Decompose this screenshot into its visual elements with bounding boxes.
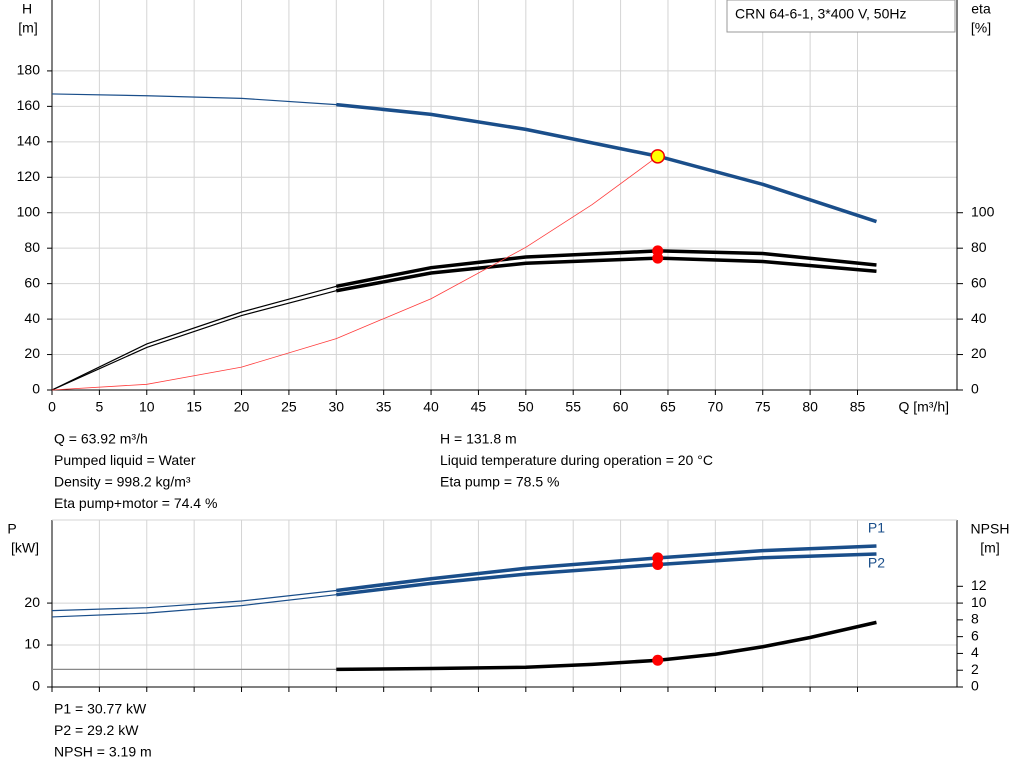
y-tick-label: 100: [17, 203, 41, 219]
y2-tick-label: 8: [971, 611, 979, 627]
y2-tick-label: 2: [971, 661, 979, 677]
y2-axis-unit: [%]: [971, 20, 991, 36]
curve: [51, 257, 877, 391]
duty-point: [650, 149, 665, 164]
y2-tick-label: 20: [971, 345, 987, 361]
x-tick-label: 60: [613, 399, 629, 415]
y-axis-unit: [kW]: [11, 540, 39, 556]
x-tick-label: 85: [850, 399, 866, 415]
series-label: P1: [868, 520, 885, 536]
info-text: Density = 998.2 kg/m³: [54, 474, 191, 490]
curve-operating: [336, 552, 877, 597]
x-tick-label: 35: [376, 399, 392, 415]
y-tick-label: 20: [24, 594, 40, 610]
y2-tick-label: 10: [971, 594, 987, 610]
info-text: P2 = 29.2 kW: [54, 722, 139, 738]
curve-operating: [336, 544, 877, 593]
y2-tick-label: 60: [971, 274, 987, 290]
legend-box: [726, 0, 956, 33]
x-tick-label: 15: [186, 399, 202, 415]
curve: [51, 156, 658, 391]
y2-tick-label: 12: [971, 577, 987, 593]
y-tick-label: 140: [17, 133, 41, 149]
x-tick-label: 30: [329, 399, 345, 415]
y2-axis-unit: [m]: [980, 540, 999, 556]
info-text: H = 131.8 m: [440, 431, 517, 447]
duty-point: [652, 252, 664, 264]
y-tick-label: 120: [17, 168, 41, 184]
y2-tick-label: 100: [971, 203, 995, 219]
y-axis-unit: [m]: [18, 20, 37, 36]
y-tick-label: 180: [17, 62, 41, 78]
y2-tick-label: 0: [971, 678, 979, 694]
x-tick-label: 70: [708, 399, 724, 415]
y-tick-label: 40: [24, 310, 40, 326]
x-tick-label: 40: [423, 399, 439, 415]
series-label: P2: [868, 555, 885, 571]
y2-axis-label: NPSH: [971, 521, 1010, 537]
curve-operating: [335, 249, 877, 289]
curve-operating: [336, 620, 877, 672]
x-tick-label: 20: [234, 399, 250, 415]
y2-tick-label: 40: [971, 310, 987, 326]
x-tick-label: 0: [48, 399, 56, 415]
y-tick-label: 0: [32, 381, 40, 397]
y-tick-label: 160: [17, 97, 41, 113]
curve: [51, 553, 877, 618]
y2-tick-label: 80: [971, 239, 987, 255]
y-tick-label: 20: [24, 345, 40, 361]
curve: [51, 93, 877, 223]
x-axis-label: Q [m³/h]: [898, 399, 949, 415]
curve: [52, 621, 877, 670]
x-tick-label: 45: [471, 399, 487, 415]
y-tick-label: 60: [24, 274, 40, 290]
info-text: Eta pump = 78.5 %: [440, 474, 559, 490]
x-tick-label: 10: [139, 399, 155, 415]
curve: [51, 545, 877, 612]
info-text: Eta pump+motor = 74.4 %: [54, 495, 217, 511]
x-tick-label: 5: [95, 399, 103, 415]
duty-point: [652, 654, 664, 666]
y-tick-label: 80: [24, 239, 40, 255]
info-text: Liquid temperature during operation = 20…: [440, 452, 713, 468]
info-text: NPSH = 3.19 m: [54, 744, 152, 760]
y-axis-label: P: [7, 521, 16, 537]
curve-operating: [336, 102, 877, 224]
info-text: Q = 63.92 m³/h: [54, 431, 148, 447]
x-tick-label: 55: [565, 399, 581, 415]
x-tick-label: 80: [802, 399, 818, 415]
curve: [51, 250, 877, 391]
y2-axis-label: eta: [971, 1, 991, 17]
x-tick-label: 50: [518, 399, 534, 415]
y2-tick-label: 6: [971, 627, 979, 643]
info-text: P1 = 30.77 kW: [54, 701, 147, 717]
y-tick-label: 10: [24, 636, 40, 652]
curve-operating: [335, 256, 877, 293]
duty-point: [652, 558, 664, 570]
y2-tick-label: 4: [971, 644, 979, 660]
y-axis-label: H: [22, 1, 32, 17]
info-text: Pumped liquid = Water: [54, 452, 196, 468]
x-tick-label: 65: [660, 399, 676, 415]
legend-text: CRN 64-6-1, 3*400 V, 50Hz: [735, 6, 906, 22]
y2-tick-label: 0: [971, 381, 979, 397]
x-tick-label: 25: [281, 399, 297, 415]
x-tick-label: 75: [755, 399, 771, 415]
y-tick-label: 0: [32, 678, 40, 694]
